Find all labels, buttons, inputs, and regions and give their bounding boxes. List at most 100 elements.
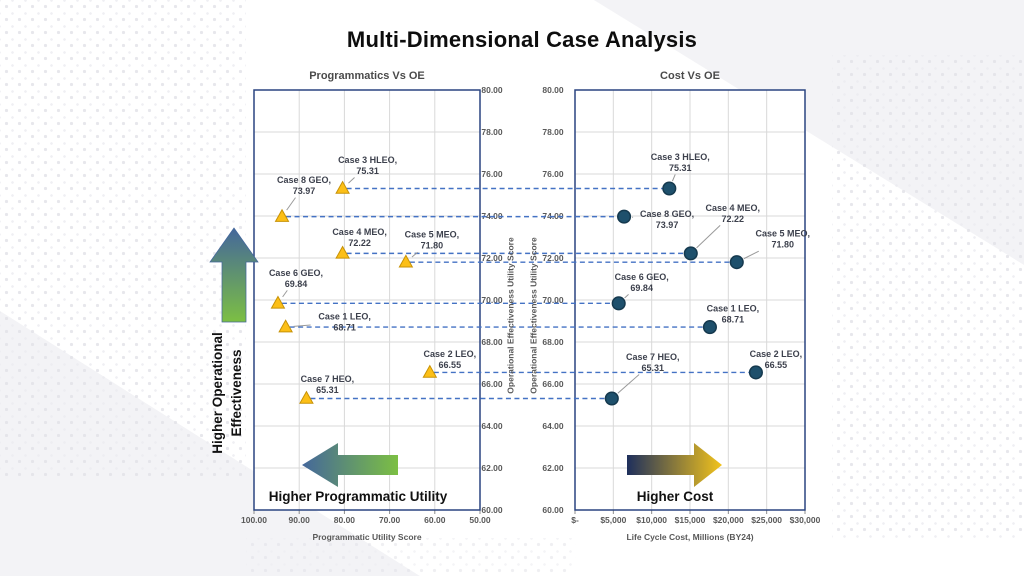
label-leader-line (293, 324, 311, 327)
right-y-axis-title: Operational Effectiveness Utility Score (528, 237, 539, 394)
data-label-cost-case-5-meo: Case 5 MEO,71.80 (756, 229, 811, 250)
data-label-prog-case-1-leo: Case 1 LEO,68.71 (318, 312, 371, 333)
triangle-marker-case-2-leo (422, 364, 438, 378)
svg-text:100.00: 100.00 (241, 515, 267, 525)
svg-text:70.00: 70.00 (481, 295, 503, 305)
data-label-prog-case-7-heo: Case 7 HEO,65.31 (301, 374, 355, 395)
svg-text:$-: $- (571, 515, 579, 525)
higher-oe-arrow-label: Higher Operational Effectiveness (210, 332, 244, 454)
svg-text:Case 5 MEO,: Case 5 MEO, (756, 229, 811, 239)
svg-text:Case 1 LEO,: Case 1 LEO, (318, 312, 371, 322)
svg-text:Case 2 LEO,: Case 2 LEO, (750, 349, 803, 359)
svg-text:68.71: 68.71 (722, 315, 745, 325)
label-leader-line (411, 251, 419, 258)
dot-marker-case-1-leo (702, 320, 717, 335)
triangle-marker-case-1-leo (278, 319, 293, 333)
svg-text:Case 8 GEO,: Case 8 GEO, (640, 209, 694, 219)
svg-text:71.80: 71.80 (772, 240, 795, 250)
svg-text:Case 4 MEO,: Case 4 MEO, (706, 203, 761, 213)
data-label-prog-case-5-meo: Case 5 MEO,71.80 (405, 230, 460, 251)
svg-text:76.00: 76.00 (481, 169, 503, 179)
svg-text:64.00: 64.00 (542, 421, 564, 431)
data-label-prog-case-3-hleo: Case 3 HLEO,75.31 (338, 155, 397, 176)
svg-text:72.00: 72.00 (481, 253, 503, 263)
svg-text:69.84: 69.84 (630, 283, 653, 293)
data-label-cost-case-8-geo: Case 8 GEO,73.97 (640, 209, 694, 230)
dot-marker-case-6-geo (611, 296, 626, 311)
chart-area-0: 60.0062.0064.0066.0068.0070.0072.0074.00… (241, 85, 503, 525)
svg-text:71.80: 71.80 (421, 241, 444, 251)
svg-text:Case 5 MEO,: Case 5 MEO, (405, 230, 460, 240)
background-dots-left (0, 0, 246, 476)
label-leader-line (696, 225, 721, 249)
data-label-prog-case-2-leo: Case 2 LEO,66.55 (424, 349, 477, 370)
svg-text:60.00: 60.00 (481, 505, 503, 515)
triangle-marker-case-8-geo (274, 208, 290, 222)
triangle-marker-case-7-heo (299, 390, 314, 404)
svg-text:70.00: 70.00 (379, 515, 401, 525)
triangle-marker-case-4-meo (335, 245, 350, 259)
label-leader-line (617, 374, 640, 394)
right-chart-title: Cost Vs OE (660, 70, 720, 82)
svg-text:73.97: 73.97 (656, 220, 679, 230)
svg-text:66.55: 66.55 (439, 360, 462, 370)
dot-marker-case-8-geo (617, 209, 632, 224)
svg-text:62.00: 62.00 (542, 463, 564, 473)
higher-programmatic-utility-arrow (302, 443, 398, 487)
label-leader-line (286, 197, 296, 211)
svg-text:75.31: 75.31 (356, 166, 379, 176)
svg-text:Case 6 GEO,: Case 6 GEO, (269, 268, 323, 278)
higher-cost-arrow (627, 443, 722, 487)
chart-frame-0 (253, 89, 481, 511)
svg-text:50.00: 50.00 (469, 515, 491, 525)
data-label-cost-case-4-meo: Case 4 MEO,72.22 (706, 203, 761, 224)
svg-text:78.00: 78.00 (481, 127, 503, 137)
higher-programmatic-utility-label: Higher Programmatic Utility (268, 489, 448, 504)
svg-text:80.00: 80.00 (481, 85, 503, 95)
data-label-cost-case-6-geo: Case 6 GEO,69.84 (615, 272, 669, 293)
svg-text:Case 4 MEO,: Case 4 MEO, (332, 227, 387, 237)
data-label-prog-case-8-geo: Case 8 GEO,73.97 (277, 175, 331, 196)
svg-text:75.31: 75.31 (669, 163, 692, 173)
svg-text:76.00: 76.00 (542, 169, 564, 179)
svg-text:80.00: 80.00 (334, 515, 356, 525)
svg-text:72.22: 72.22 (348, 238, 371, 248)
svg-text:Case 7 HEO,: Case 7 HEO, (301, 374, 355, 384)
svg-text:72.00: 72.00 (542, 253, 564, 263)
svg-text:Case 2 LEO,: Case 2 LEO, (424, 349, 477, 359)
svg-text:Case 3 HLEO,: Case 3 HLEO, (338, 155, 397, 165)
svg-text:65.31: 65.31 (642, 363, 665, 373)
svg-text:$10,000: $10,000 (636, 515, 667, 525)
label-leader-line (743, 250, 759, 260)
dot-marker-case-4-meo (683, 246, 698, 261)
label-leader-line (348, 177, 355, 184)
svg-text:70.00: 70.00 (542, 295, 564, 305)
svg-text:68.00: 68.00 (481, 337, 503, 347)
svg-text:Case 6 GEO,: Case 6 GEO, (615, 272, 669, 282)
svg-text:62.00: 62.00 (481, 463, 503, 473)
svg-text:Case 8 GEO,: Case 8 GEO, (277, 175, 331, 185)
higher-oe-arrow (209, 227, 259, 323)
triangle-marker-case-5-meo (398, 254, 414, 268)
svg-text:65.31: 65.31 (316, 385, 339, 395)
data-label-prog-case-6-geo: Case 6 GEO,69.84 (269, 268, 323, 289)
svg-text:60.00: 60.00 (424, 515, 446, 525)
data-label-cost-case-7-heo: Case 7 HEO,65.31 (626, 352, 680, 373)
svg-text:64.00: 64.00 (481, 421, 503, 431)
dot-marker-case-5-meo (729, 255, 744, 270)
svg-text:$5,000: $5,000 (600, 515, 626, 525)
svg-text:$25,000: $25,000 (751, 515, 782, 525)
svg-text:Case 1 LEO,: Case 1 LEO, (707, 304, 760, 314)
dot-marker-case-3-hleo (662, 181, 677, 196)
chart-frame-1 (574, 89, 806, 511)
svg-text:60.00: 60.00 (542, 505, 564, 515)
label-leader-line (282, 290, 288, 298)
data-label-prog-case-4-meo: Case 4 MEO,72.22 (332, 227, 387, 248)
higher-cost-label: Higher Cost (636, 489, 714, 504)
page-title: Multi-Dimensional Case Analysis (346, 27, 698, 52)
svg-text:72.22: 72.22 (722, 214, 745, 224)
triangle-marker-case-3-hleo (335, 180, 350, 194)
svg-text:66.00: 66.00 (481, 379, 503, 389)
left-chart-title: Programmatics Vs OE (309, 70, 425, 82)
svg-text:66.00: 66.00 (542, 379, 564, 389)
